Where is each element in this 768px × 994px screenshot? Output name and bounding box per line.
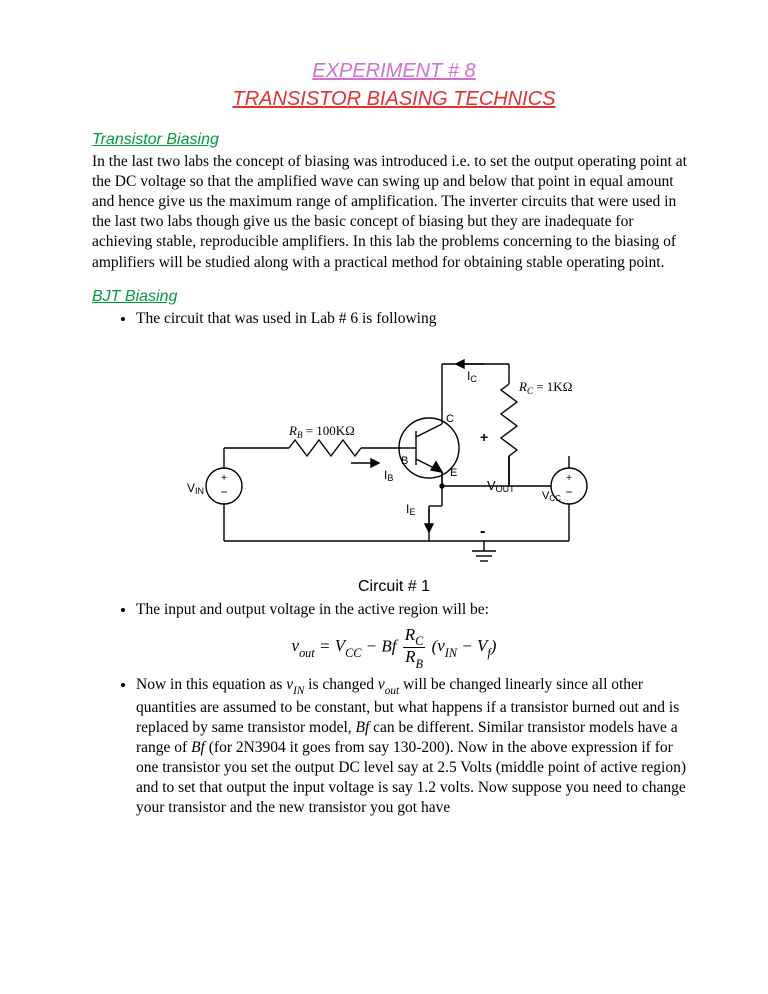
var-vout: vout (378, 676, 399, 693)
label-rb: RB = 100KΩ (288, 423, 355, 440)
vin-plus: + (221, 473, 227, 484)
label-vout: VOUT (487, 478, 515, 494)
var-vin: vIN (286, 676, 304, 693)
equation-vout: vout = VCC − Bf RCRB (vIN − Vf) (92, 626, 696, 669)
bullet-list-3: Now in this equation as vIN is changed v… (92, 675, 696, 818)
section-heading-bjt-biasing: BJT Biasing (92, 287, 696, 308)
bjt-circuit-svg: + − + − + - VIN VCC VOUT RB = 100KΩ RC =… (184, 336, 604, 571)
text-run: is changed (304, 676, 378, 693)
label-rc: RC = 1KΩ (518, 379, 572, 396)
vcc-minus: − (565, 485, 572, 499)
bullet-list: The circuit that was used in Lab # 6 is … (92, 309, 696, 329)
text-run: (for 2N3904 it goes from say 130-200). N… (136, 739, 686, 816)
vin-minus: − (220, 485, 227, 499)
list-item: Now in this equation as vIN is changed v… (136, 675, 696, 818)
paragraph-intro: In the last two labs the concept of bias… (92, 152, 696, 273)
vout-minus: - (480, 523, 485, 540)
circuit-caption: Circuit # 1 (92, 577, 696, 598)
label-ib: IB (384, 468, 393, 483)
label-ie: IE (406, 502, 415, 517)
vout-plus: + (480, 429, 488, 445)
text-run: Now in this equation as (136, 676, 286, 693)
document-page: EXPERIMENT # 8 TRANSISTOR BIASING TECHNI… (0, 0, 768, 994)
list-item: The input and output voltage in the acti… (136, 600, 696, 620)
bullet-list-2: The input and output voltage in the acti… (92, 600, 696, 620)
var-bf: Bf (356, 719, 370, 736)
label-terminal-c: C (446, 413, 454, 425)
list-item: The circuit that was used in Lab # 6 is … (136, 309, 696, 329)
label-terminal-b: B (401, 455, 408, 467)
var-bf-2: Bf (191, 739, 205, 756)
section-heading-transistor-biasing: Transistor Biasing (92, 130, 696, 151)
experiment-name-title: TRANSISTOR BIASING TECHNICS (92, 86, 696, 112)
label-vin: VIN (187, 481, 204, 496)
experiment-number-title: EXPERIMENT # 8 (92, 58, 696, 84)
vcc-plus: + (566, 473, 572, 484)
circuit-diagram: + − + − + - VIN VCC VOUT RB = 100KΩ RC =… (92, 336, 696, 577)
label-terminal-e: E (450, 467, 457, 479)
label-ic: IC (467, 369, 477, 384)
